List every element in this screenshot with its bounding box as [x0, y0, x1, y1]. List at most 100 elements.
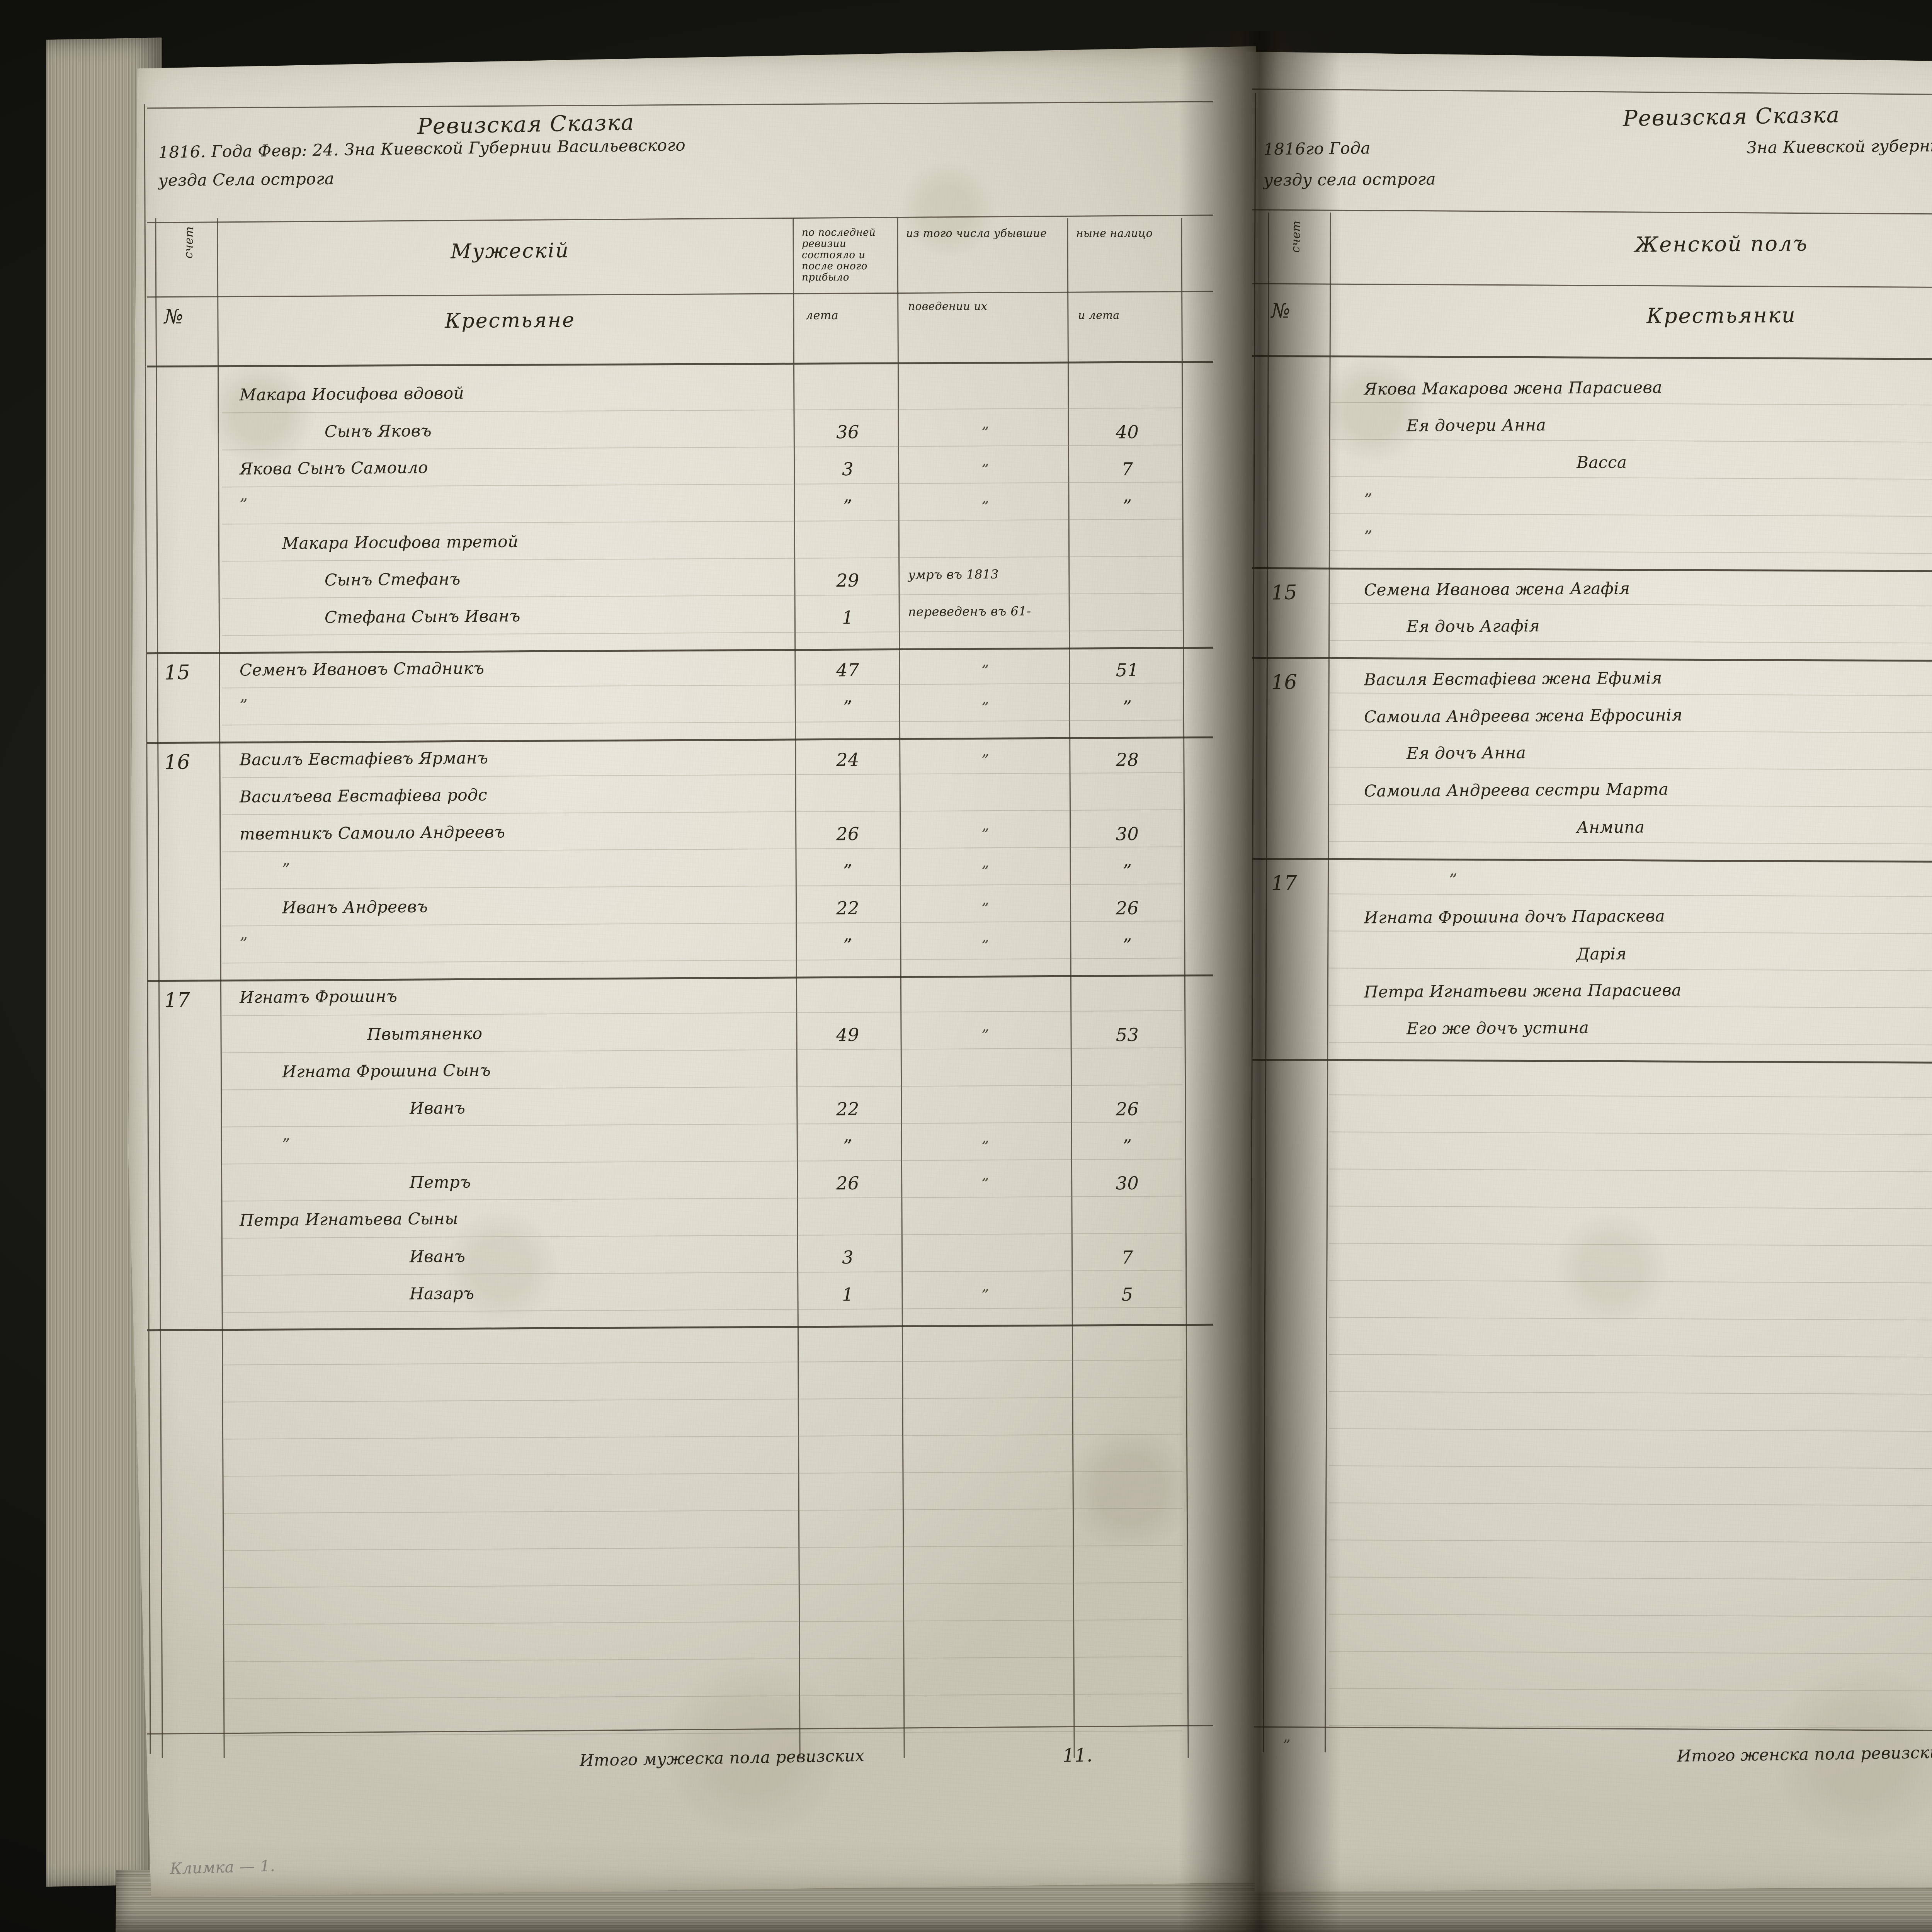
open-book: Ревизская Сказка 1816. Года Февр: 24. Зна… [46, 15, 1932, 1932]
row-ruling-left [222, 1307, 1182, 1313]
row-ruling-right [1329, 1243, 1932, 1248]
row-ruling-right [1329, 1131, 1932, 1137]
row-name: Макара Иосифова третой [282, 532, 519, 553]
row-ruling-right [1329, 550, 1932, 556]
row-value-current: 7 [1121, 1247, 1133, 1268]
row-ruling-right [1329, 1428, 1932, 1434]
row-value-current: 26 [1116, 1098, 1139, 1120]
row-ruling-left [222, 630, 1182, 636]
row-value-prev-revision: ” [843, 696, 853, 718]
row-value-current: ” [1122, 696, 1132, 718]
row-name: Петра Игнатьева Сыны [239, 1209, 458, 1230]
row-name: Семенъ Ивановъ Стадникъ [239, 658, 485, 680]
row-ruling-left [222, 593, 1182, 599]
block-separator-left [147, 1323, 1213, 1332]
row-name: Иванъ [409, 1098, 466, 1118]
row-value-current: ” [1122, 495, 1132, 517]
row-ruling-right [1329, 1614, 1932, 1619]
left-header-col-a-bottom: лета [806, 309, 839, 322]
row-ruling-left [222, 1010, 1182, 1016]
row-ruling-right [1329, 730, 1932, 735]
col-rule-index-right [1263, 213, 1269, 1752]
row-name: Петра Игнатьеви жена Парасиева [1364, 980, 1682, 1002]
row-name: Якова Сынъ Самоило [239, 458, 429, 478]
row-value-current: ” [1122, 1135, 1132, 1157]
row-ruling-left [222, 1693, 1182, 1699]
row-value-prev-revision: 26 [836, 823, 859, 845]
header-band-divider-right [1252, 209, 1932, 217]
row-value-current: 53 [1116, 1024, 1139, 1046]
left-header-col-b-top: из того числа убывшие [906, 227, 1047, 240]
row-name: ” [1364, 490, 1373, 509]
row-ruling-left [222, 772, 1182, 778]
right-header-index-top: счет [1289, 220, 1304, 253]
row-ruling-right [1329, 1005, 1932, 1010]
row-value-prev-revision: 1 [842, 607, 854, 628]
row-name: ” [1449, 870, 1458, 889]
row-value-removed: ” [981, 937, 989, 954]
row-ruling-right [1329, 1502, 1932, 1508]
header-band-divider-left [147, 214, 1213, 223]
left-total-label: Итого мужеска пола ревизских [579, 1746, 865, 1770]
row-ruling-left [222, 1471, 1182, 1477]
row-ruling-left [222, 1545, 1182, 1551]
row-value-current: 30 [1116, 823, 1139, 845]
row-name: Петръ [409, 1172, 471, 1192]
row-ruling-right [1329, 1317, 1932, 1322]
row-value-current: 51 [1116, 659, 1139, 681]
left-header-name-top: Мужескiй [450, 239, 570, 264]
block-separator-right [1252, 567, 1932, 574]
row-ruling-left [222, 719, 1182, 726]
row-ruling-left [222, 1047, 1182, 1053]
row-value-prev-revision: 22 [836, 897, 859, 919]
row-name: ” [282, 860, 291, 879]
row-name: ” [239, 696, 248, 715]
row-name: Семена Иванова жена Агафiя [1364, 578, 1630, 600]
row-ruling-right [1329, 1168, 1932, 1174]
row-value-prev-revision: 49 [836, 1024, 859, 1046]
table-top-border-left [147, 101, 1213, 109]
row-value-removed: ” [981, 699, 989, 716]
row-ruling-right [1329, 1577, 1932, 1582]
row-value-prev-revision: ” [843, 1135, 853, 1157]
row-ruling-left [222, 556, 1182, 562]
row-ruling-right [1329, 1354, 1932, 1359]
row-value-prev-revision: ” [843, 495, 853, 517]
row-name: Сынъ Стефанъ [324, 569, 461, 590]
right-page-subtitle-right: Зна Киевской губернiй Васильевского [1746, 134, 1932, 157]
row-ruling-right [1329, 1094, 1932, 1100]
row-value-removed: ” [981, 826, 989, 843]
row-ruling-right [1329, 804, 1932, 809]
row-index-15: 15 [1271, 581, 1298, 605]
col-rule-index-left [155, 218, 163, 1758]
bottom-left-note: Климка — 1. [170, 1857, 276, 1878]
row-ruling-left [222, 1121, 1182, 1128]
row-ruling-right [1329, 640, 1932, 645]
row-name: Дарiя [1576, 944, 1627, 964]
row-value-current: 40 [1116, 421, 1139, 443]
row-name: Якова Макарова жена Парасиева [1364, 378, 1663, 399]
block-separator-left [147, 736, 1213, 744]
row-ruling-right [1329, 476, 1932, 481]
right-header-index-bottom: № [1271, 299, 1291, 323]
row-ruling-left [222, 1084, 1182, 1090]
left-page: Ревизская Сказка 1816. Года Февр: 24. Зна… [128, 46, 1267, 1897]
row-ruling-left [222, 1196, 1182, 1202]
row-value-prev-revision: 24 [836, 749, 859, 770]
table-left-border-outer [144, 104, 151, 1754]
row-value-current: 7 [1121, 458, 1133, 480]
row-index-17: 17 [164, 988, 190, 1012]
row-value-prev-revision: ” [843, 934, 853, 956]
col-rule-right-edge-left [1181, 218, 1189, 1758]
row-value-removed: ” [981, 1027, 989, 1044]
row-index-17: 17 [1271, 871, 1298, 895]
row-value-prev-revision: 29 [836, 570, 859, 591]
row-ruling-left [222, 920, 1182, 927]
row-name: Самоила Андреева жена Ефросинiя [1364, 705, 1683, 726]
row-ruling-left [222, 519, 1182, 525]
header-sub-divider-left [147, 291, 1213, 298]
row-ruling-left [222, 957, 1182, 964]
row-value-removed: ” [981, 498, 989, 515]
row-name: Васса [1576, 452, 1627, 472]
